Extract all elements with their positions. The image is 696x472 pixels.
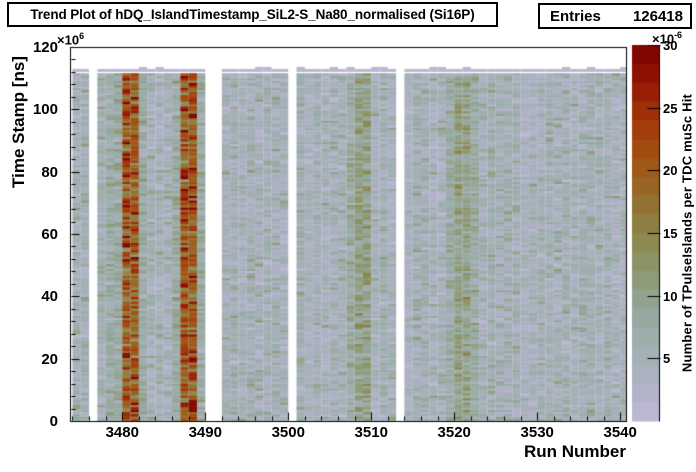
y-tick-label: 120 (32, 39, 58, 56)
x-tick-label: 3500 (271, 424, 305, 441)
z-tick-label: 25 (663, 100, 678, 116)
z-tick-label: 5 (663, 351, 671, 367)
entries-label: Entries (550, 7, 601, 25)
colorbar-axis-title: Number of TPulseIslands per TDC muSc Hit (679, 93, 695, 373)
x-tick-label: 3480 (105, 424, 139, 441)
z-tick-label: 30 (663, 38, 678, 53)
x-axis-title: Run Number (524, 442, 626, 461)
y-tick-label: 100 (32, 101, 58, 119)
y-tick-label: 60 (41, 226, 58, 243)
plot-title: Trend Plot of hDQ_IslandTimestamp_SiL2-S… (30, 7, 475, 22)
x-tick-label: 3490 (188, 424, 222, 441)
y-tick-label: 80 (41, 163, 58, 181)
stats-box: Entries 126418 (538, 3, 692, 29)
x-tick-label: 3540 (603, 424, 637, 441)
x-tick-label: 3530 (520, 424, 554, 441)
z-tick-label: 20 (663, 163, 678, 179)
colorbar-exponent: ×10-6 (652, 30, 683, 47)
y-tick-label: 40 (41, 288, 58, 306)
entries-value: 126418 (632, 7, 683, 25)
y-tick-label: 20 (41, 350, 58, 368)
plot-title-box: Trend Plot of hDQ_IslandTimestamp_SiL2-S… (7, 2, 498, 27)
y-tick-label: 0 (49, 413, 58, 430)
z-tick-label: 15 (663, 226, 678, 241)
y-axis-exponent: ×106 (57, 31, 85, 48)
x-tick-label: 3510 (354, 424, 388, 441)
z-tick-label: 10 (663, 288, 678, 304)
x-tick-label: 3520 (437, 424, 471, 441)
